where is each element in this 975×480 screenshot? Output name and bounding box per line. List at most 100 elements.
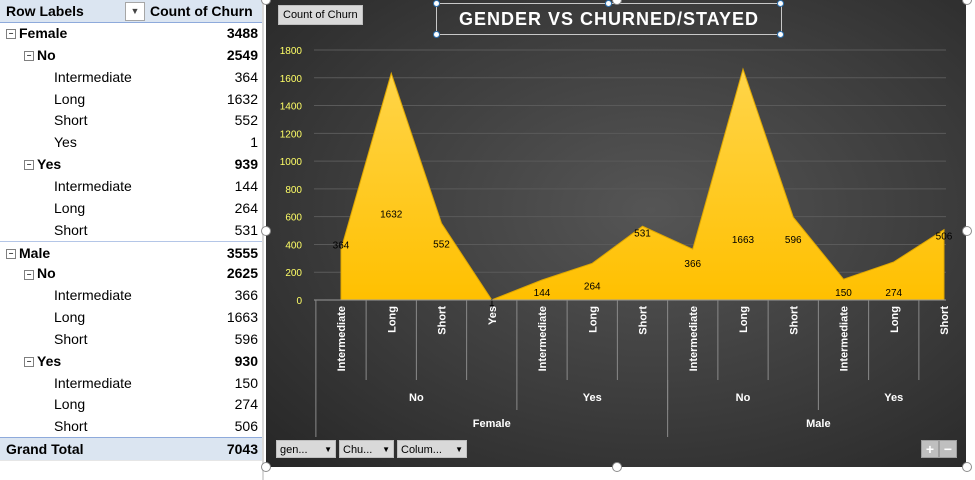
- category-tick-label: Intermediate: [537, 306, 549, 371]
- pivot-row-text: Short: [54, 418, 88, 435]
- pivot-row-text: Intermediate: [54, 177, 132, 194]
- pivot-row-text: Short: [54, 330, 88, 347]
- pivot-row-text: Intermediate: [54, 287, 132, 304]
- y-tick-label: 1000: [280, 157, 303, 168]
- chevron-down-icon: ▼: [455, 445, 463, 454]
- pivot-row-value: 274: [234, 396, 258, 413]
- pivot-row-value: 596: [234, 330, 258, 347]
- sheet-margin: [966, 0, 975, 480]
- collapse-toggle-icon[interactable]: −: [6, 29, 16, 40]
- pivot-row: Intermediate 364: [0, 66, 262, 88]
- data-label: 150: [835, 288, 852, 299]
- pivot-row-label: Intermediate: [54, 66, 132, 88]
- pivot-row-value: 3555: [226, 244, 258, 261]
- churn-group-label: No: [736, 392, 751, 404]
- data-label: 506: [936, 232, 953, 243]
- y-tick-label: 1200: [280, 129, 303, 140]
- row-labels-filter-dropdown-icon[interactable]: ▼: [125, 2, 145, 21]
- data-label: 1: [489, 298, 495, 309]
- area-series[interactable]: [340, 67, 945, 301]
- count-of-churn-field-button[interactable]: Count of Churn: [278, 5, 363, 25]
- pivot-row-label: Short: [54, 109, 87, 131]
- y-tick-label: 800: [285, 185, 302, 196]
- pivot-row-text: Yes: [37, 352, 62, 369]
- y-tick-label: 1600: [280, 74, 303, 85]
- data-label: 531: [634, 228, 651, 239]
- pivot-row: Short 552: [0, 109, 262, 131]
- pivot-row-text: Long: [54, 90, 86, 107]
- title-resize-handle[interactable]: [777, 0, 784, 7]
- data-label: 274: [885, 288, 902, 299]
- pivot-row-text: Male: [19, 244, 51, 261]
- pivot-row-text: Long: [54, 396, 86, 413]
- pivot-row-label: Short: [54, 328, 87, 350]
- pivot-row: − Yes 930: [0, 350, 262, 372]
- gender-group-label: Female: [473, 418, 511, 430]
- chart-resize-handle-left[interactable]: [261, 226, 271, 236]
- title-resize-handle[interactable]: [605, 0, 612, 7]
- pivot-row: Long 274: [0, 393, 262, 415]
- pivot-row-value: 2549: [226, 46, 258, 63]
- data-label: 1632: [380, 209, 403, 220]
- pivot-row-value: 930: [234, 352, 258, 369]
- pivot-row: Short 531: [0, 219, 262, 241]
- pivot-row-value: 150: [234, 374, 258, 391]
- collapse-field-button[interactable]: −: [939, 440, 957, 458]
- pivot-row-label: − Yes: [24, 350, 61, 372]
- pivot-row-text: Intermediate: [54, 374, 132, 391]
- collapse-toggle-icon[interactable]: −: [24, 51, 34, 62]
- pivot-row: Long 1663: [0, 306, 262, 328]
- pivot-row-text: Female: [19, 25, 68, 41]
- data-label: 366: [684, 259, 701, 270]
- chart-resize-handle-bottom-left[interactable]: [261, 462, 271, 472]
- pivot-row-label: Long: [54, 393, 85, 415]
- pivot-row-value: 1663: [226, 309, 258, 326]
- expand-field-button[interactable]: +: [921, 440, 939, 458]
- category-tick-label: Yes: [487, 306, 499, 325]
- category-tick-label: Intermediate: [336, 306, 348, 371]
- collapse-toggle-icon[interactable]: −: [6, 248, 16, 259]
- pivot-row-text: Short: [54, 221, 88, 238]
- pivot-row-label: − No: [24, 262, 56, 284]
- pivot-row-value: 1632: [226, 90, 258, 107]
- data-label: 144: [534, 288, 551, 299]
- y-tick-label: 400: [285, 240, 302, 251]
- pivot-row: Intermediate 144: [0, 175, 262, 197]
- grand-total-value: 7043: [226, 441, 258, 457]
- title-resize-handle[interactable]: [433, 31, 440, 38]
- column-filter-button[interactable]: Colum... ▼: [397, 440, 467, 458]
- pivot-row-label: − Male: [6, 242, 50, 264]
- chart-plot-area[interactable]: 0 200 400 600 800 1000 1200 1400 1600 1800 364 1632…: [266, 0, 966, 440]
- chart-resize-handle-bottom[interactable]: [612, 462, 622, 472]
- pivot-row-value: 366: [234, 287, 258, 304]
- row-labels-header: Row Labels: [6, 3, 84, 19]
- collapse-toggle-icon[interactable]: −: [24, 160, 34, 171]
- pivot-row-label: − No: [24, 44, 56, 66]
- data-label: 364: [333, 240, 350, 251]
- pivot-row-text: Yes: [54, 134, 77, 151]
- gender-group-label: Male: [806, 418, 830, 430]
- gender-filter-label: gen...: [280, 444, 308, 456]
- y-tick-label: 0: [296, 296, 302, 307]
- pivot-row-text: Long: [54, 309, 86, 326]
- title-resize-handle[interactable]: [777, 31, 784, 38]
- data-label: 596: [785, 235, 802, 246]
- chart-title-box[interactable]: GENDER VS CHURNED/STAYED: [433, 0, 784, 38]
- collapse-toggle-icon[interactable]: −: [24, 269, 34, 280]
- pivot-row-label: Intermediate: [54, 175, 132, 197]
- pivot-row-text: Short: [54, 112, 88, 129]
- churn-filter-button[interactable]: Chu... ▼: [339, 440, 394, 458]
- gender-filter-button[interactable]: gen... ▼: [276, 440, 336, 458]
- pivot-chart[interactable]: Count of Churn GENDER VS CHURNED/STAYED …: [266, 0, 966, 467]
- chart-resize-handle-right[interactable]: [962, 226, 972, 236]
- pivot-row-value: 506: [234, 418, 258, 435]
- pivot-row: − Female 3488: [0, 22, 262, 44]
- pivot-row: − Male 3555: [0, 240, 262, 264]
- pivot-table: Row Labels ▼ Count of Churn − Female 3488−…: [0, 0, 264, 480]
- chart-resize-handle-bottom-right[interactable]: [962, 462, 972, 472]
- pivot-row-text: No: [37, 46, 56, 63]
- pivot-row-value: 1: [250, 134, 258, 151]
- title-resize-handle[interactable]: [433, 0, 440, 7]
- y-tick-label: 200: [285, 268, 302, 279]
- collapse-toggle-icon[interactable]: −: [24, 357, 34, 368]
